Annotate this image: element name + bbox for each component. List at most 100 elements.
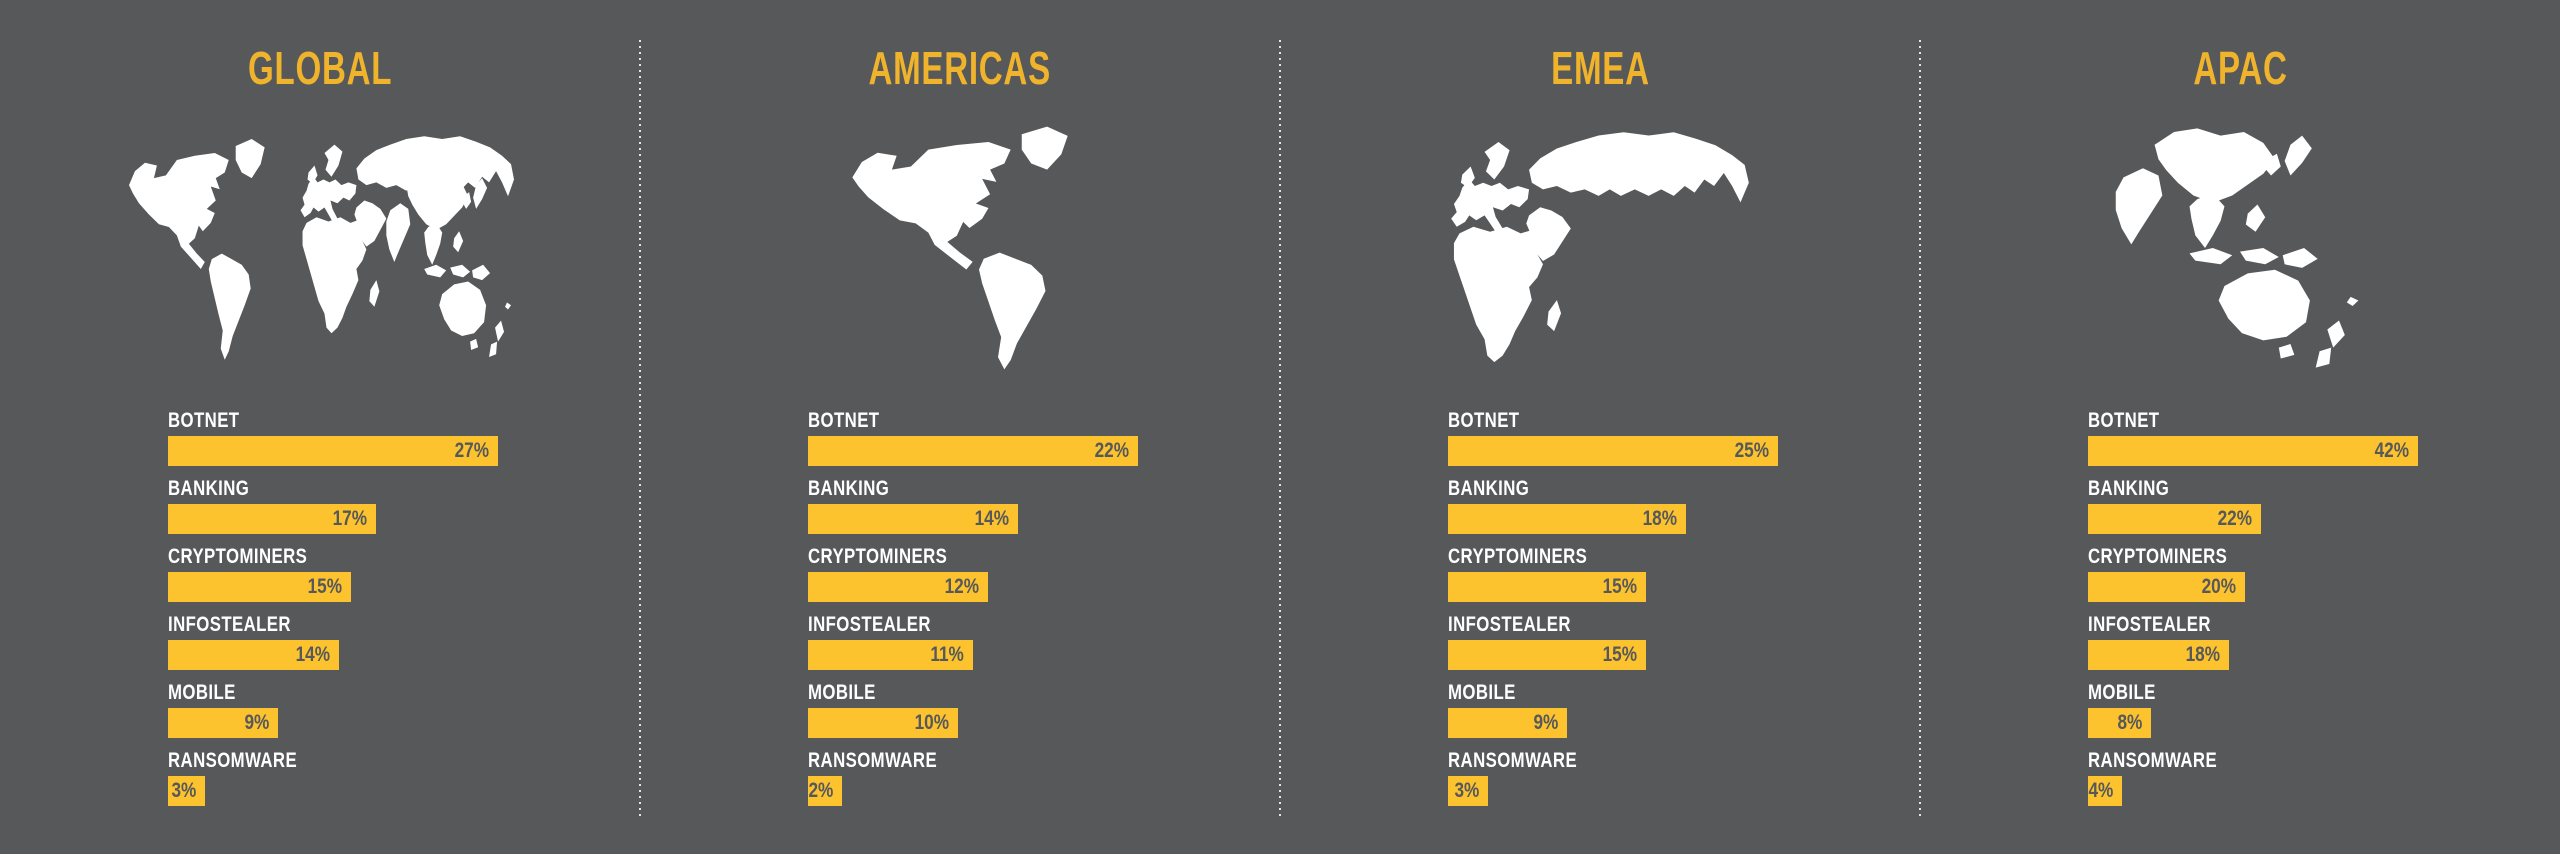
value-label: 25%	[1734, 439, 1769, 462]
value-label: 18%	[2185, 643, 2220, 666]
landmass-newGuinea	[2282, 248, 2318, 268]
world-map-silhouette	[128, 136, 514, 360]
region-panel-americas: AMERICAS BOTNET 22% BANKING 14% CRYPTOMI…	[640, 0, 1280, 854]
category-label: BOTNET	[808, 409, 880, 432]
category-label: MOBILE	[2088, 681, 2156, 704]
bar-row-cryptominers: CRYPTOMINERS 15%	[1448, 546, 1920, 602]
value-label: 14%	[295, 643, 330, 666]
value-label: 14%	[974, 507, 1009, 530]
landmass-northAmerica	[128, 152, 229, 269]
category-label: INFOSTEALER	[2088, 613, 2211, 636]
landmass-korea	[461, 192, 471, 209]
value-label: 9%	[244, 711, 269, 734]
landmass-china	[2154, 128, 2275, 203]
value-label: 12%	[944, 575, 979, 598]
category-label: CRYPTOMINERS	[2088, 545, 2228, 568]
value-label: 22%	[2217, 507, 2252, 530]
landmass-middleEast	[1526, 207, 1571, 262]
landmass-nzSouth	[2315, 347, 2332, 368]
value-label: 15%	[1602, 643, 1637, 666]
landmass-india	[2115, 168, 2163, 245]
landmass-africa	[302, 217, 366, 334]
value-label: 17%	[332, 507, 367, 530]
bar-row-banking: BANKING 22%	[2088, 478, 2560, 534]
category-label: RANSOMWARE	[2088, 749, 2218, 772]
bar-row-botnet: BOTNET 42%	[2088, 410, 2560, 466]
category-label: CRYPTOMINERS	[1448, 545, 1588, 568]
value-label: 4%	[2088, 779, 2113, 802]
landmass-japan	[2284, 135, 2312, 176]
bar-row-ransomware: RANSOMWARE 3%	[168, 750, 640, 806]
landmass-europe	[1451, 179, 1530, 232]
category-label: MOBILE	[1448, 681, 1516, 704]
category-label: BANKING	[168, 477, 250, 500]
landmass-europe	[300, 176, 356, 222]
bar-row-botnet: BOTNET 27%	[168, 410, 640, 466]
value-label: 10%	[914, 711, 949, 734]
bar: 12%	[808, 572, 988, 602]
landmass-china	[405, 172, 468, 230]
landmass-northAmerica	[852, 141, 1011, 270]
value-label: 11%	[930, 643, 964, 666]
bar: 17%	[168, 504, 376, 534]
bar: 10%	[808, 708, 958, 738]
bar-row-mobile: MOBILE 10%	[808, 682, 1280, 738]
emea-map-silhouette	[1451, 132, 1749, 363]
bar: 14%	[168, 640, 339, 670]
value-label: 27%	[454, 439, 489, 462]
category-label: RANSOMWARE	[808, 749, 938, 772]
bar: 18%	[2088, 640, 2229, 670]
landmass-tasmania	[469, 338, 478, 351]
bar-row-cryptominers: CRYPTOMINERS 15%	[168, 546, 640, 602]
bar: 42%	[2088, 436, 2418, 466]
bar-row-cryptominers: CRYPTOMINERS 12%	[808, 546, 1280, 602]
category-label: MOBILE	[168, 681, 236, 704]
bar-row-ransomware: RANSOMWARE 3%	[1448, 750, 1920, 806]
landmass-indonesia2	[2240, 248, 2279, 265]
value-label: 42%	[2374, 439, 2409, 462]
landmass-greenland	[1021, 126, 1068, 170]
landmass-greenland	[235, 138, 265, 179]
region-title: GLOBAL	[247, 42, 393, 94]
bar: 20%	[2088, 572, 2245, 602]
landmass-madagascar	[1547, 300, 1562, 332]
landmass-japan	[472, 178, 487, 209]
bar: 22%	[808, 436, 1138, 466]
bar: 4%	[2088, 776, 2122, 806]
region-map-area	[0, 94, 640, 402]
bar-row-botnet: BOTNET 22%	[808, 410, 1280, 466]
bar: 15%	[1448, 640, 1646, 670]
bar: 11%	[808, 640, 973, 670]
landmass-australia	[2218, 269, 2310, 341]
category-label: INFOSTEALER	[168, 613, 291, 636]
dotted-divider-3	[1919, 40, 1921, 820]
category-label: BANKING	[1448, 477, 1530, 500]
landmass-middleEast	[353, 200, 386, 247]
landmass-fiji	[2346, 296, 2359, 306]
landmass-nzNorth	[494, 320, 504, 342]
category-label: BANKING	[2088, 477, 2170, 500]
landmass-southAmerica	[979, 252, 1046, 370]
bar: 22%	[2088, 504, 2261, 534]
landmass-indonesia1	[423, 264, 446, 278]
category-label: BOTNET	[168, 409, 240, 432]
bar-chart: BOTNET 22% BANKING 14% CRYPTOMINERS 12% …	[640, 410, 1280, 818]
landmass-indonesia2	[449, 264, 470, 278]
bar-chart: BOTNET 25% BANKING 18% CRYPTOMINERS 15% …	[1280, 410, 1920, 818]
apac-map-silhouette	[2115, 128, 2359, 368]
bar-row-infostealer: INFOSTEALER 14%	[168, 614, 640, 670]
landmass-scandinavia	[1484, 142, 1510, 180]
value-label: 20%	[2201, 575, 2236, 598]
bar: 18%	[1448, 504, 1686, 534]
value-label: 2%	[808, 779, 833, 802]
bar-row-mobile: MOBILE 9%	[168, 682, 640, 738]
bar-row-infostealer: INFOSTEALER 11%	[808, 614, 1280, 670]
bar-row-ransomware: RANSOMWARE 2%	[808, 750, 1280, 806]
landmass-nzSouth	[488, 341, 497, 358]
value-label: 3%	[171, 779, 196, 802]
bar-row-mobile: MOBILE 9%	[1448, 682, 1920, 738]
landmass-russia	[1529, 132, 1749, 203]
bar-chart: BOTNET 42% BANKING 22% CRYPTOMINERS 20% …	[1920, 410, 2560, 818]
bar: 27%	[168, 436, 498, 466]
